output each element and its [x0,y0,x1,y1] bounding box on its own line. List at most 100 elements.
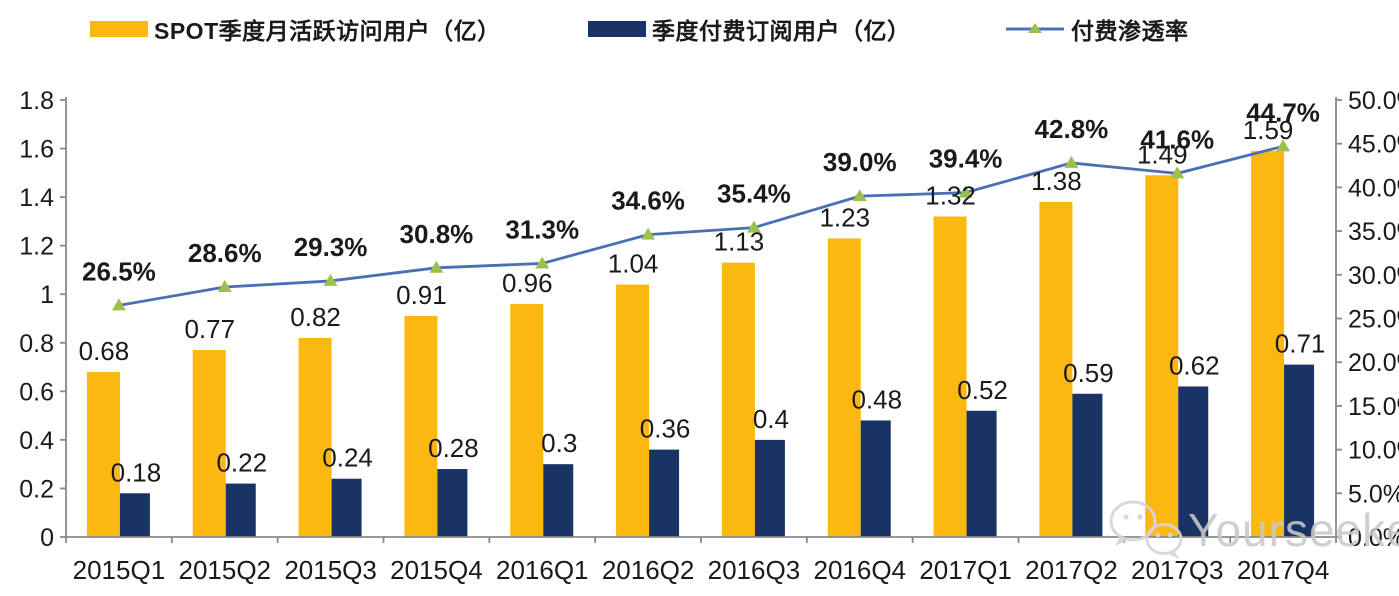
bar-value-label: 0.3 [541,428,577,458]
bar-value-label: 0.68 [79,336,130,366]
bar-mau-2017Q2 [1039,201,1073,537]
bar-value-label: 0.77 [184,314,235,344]
x-axis-category-label: 2017Q2 [1025,555,1118,585]
chart-legend: SPOT季度月活跃访问用户（亿） 季度付费订阅用户（亿） 付费渗透率 [0,0,1399,56]
x-axis-category-label: 2016Q2 [602,555,695,585]
bar-subscribers-2015Q4 [437,469,468,537]
legend-item-subscribers: 季度付费订阅用户（亿） [588,14,911,44]
right-axis-tick-label: 25.0% [1348,306,1399,334]
bar-mau-2015Q4 [404,316,438,537]
bar-value-label: 0.96 [502,268,553,298]
line-marker-icon [852,189,867,202]
right-axis-tick-label: 30.0% [1348,262,1399,290]
bar-mau-2015Q1 [86,371,120,537]
line-marker-swatch-icon [1006,23,1064,33]
line-marker-icon [429,260,444,273]
bar-value-label: 1.38 [1031,166,1082,196]
x-axis-category-label: 2016Q1 [496,555,589,585]
x-axis-category-label: 2017Q1 [919,555,1012,585]
bar-mau-2015Q3 [298,337,332,537]
bar-value-label: 0.18 [111,457,162,487]
bar-value-label: 0.28 [428,433,479,463]
bar-value-label: 0.82 [290,302,341,332]
line-point-label: 28.6% [188,238,262,268]
legend-label-subscribers: 季度付费订阅用户（亿） [652,18,911,44]
bar-subscribers-2017Q3 [1178,386,1209,537]
bar-subscribers-2015Q3 [331,478,362,537]
right-axis-tick-label: 35.0% [1348,218,1399,246]
line-point-label: 44.7% [1246,97,1320,127]
bar-mau-2017Q1 [933,216,967,538]
bar-subscribers-2016Q2 [649,449,680,537]
right-axis-tick-label: 10.0% [1348,437,1399,465]
bar-value-label: 1.13 [714,227,765,257]
left-axis-tick-label: 1.4 [19,184,54,212]
right-axis-tick-label: 0.0% [1348,524,1399,552]
bar-subscribers-2016Q4 [860,420,891,537]
bar-subscribers-2017Q2 [1072,393,1103,537]
line-marker-icon [217,280,232,293]
line-marker-icon [111,298,126,311]
bar-mau-2016Q2 [616,284,650,537]
bar-value-label: 1.23 [819,202,870,232]
line-marker-icon [535,256,550,269]
bar-value-label: 0.62 [1169,350,1220,380]
bar-subscribers-2017Q1 [966,410,997,537]
bar-subscribers-2016Q3 [754,439,785,537]
line-point-label: 30.8% [400,219,474,249]
legend-item-mau: SPOT季度月活跃访问用户（亿） [90,14,501,44]
bar-mau-2016Q3 [721,262,755,537]
bar-value-label: 1.32 [925,181,976,211]
bar-value-label: 0.24 [322,443,373,473]
x-axis-category-label: 2016Q4 [813,555,906,585]
left-axis-tick-label: 0.6 [19,378,54,406]
bar-mau-2015Q2 [192,350,226,537]
line-marker-icon [1064,155,1079,168]
bar-value-label: 0.91 [396,280,447,310]
bar-value-label: 0.71 [1275,329,1326,359]
line-point-label: 41.6% [1140,124,1214,154]
right-axis-tick-label: 45.0% [1348,131,1399,159]
x-axis-category-label: 2016Q3 [708,555,801,585]
bar-subscribers-2016Q1 [543,464,574,537]
left-axis-tick-label: 0.2 [19,475,54,503]
line-marker-icon [958,185,973,198]
line-marker-icon [641,227,656,240]
bar-mau-2017Q4 [1251,150,1285,537]
bar-value-label: 0.52 [957,375,1008,405]
bar-value-label: 0.48 [851,384,902,414]
left-axis-tick-label: 0.4 [19,427,54,455]
right-axis-tick-label: 15.0% [1348,393,1399,421]
bar-mau-2017Q3 [1145,175,1179,537]
right-axis-tick-label: 5.0% [1348,480,1399,508]
right-axis-tick-label: 40.0% [1348,174,1399,202]
x-axis-category-label: 2015Q4 [390,555,483,585]
bar-value-label: 0.59 [1063,358,1114,388]
line-marker-icon [1276,139,1291,152]
bar-mau-2016Q1 [510,303,544,537]
left-axis-tick-label: 1.6 [19,136,54,164]
bar-value-label: 1.04 [608,249,659,279]
line-point-label: 39.4% [929,144,1003,174]
x-axis-category-label: 2017Q4 [1237,555,1330,585]
x-axis-category-label: 2015Q2 [178,555,271,585]
left-axis-tick-label: 1.8 [19,87,54,115]
subscribers-series-swatch-icon [588,21,646,37]
line-point-label: 31.3% [505,214,579,244]
line-point-label: 29.3% [294,232,368,262]
bar-value-label: 1.49 [1137,139,1188,169]
line-point-label: 26.5% [82,256,156,286]
left-axis-tick-label: 0.8 [19,330,54,358]
legend-label-penetration: 付费渗透率 [1071,18,1189,44]
penetration-line [118,144,1284,307]
bar-value-label: 0.22 [216,448,267,478]
bar-subscribers-2015Q2 [225,483,256,537]
left-axis-tick-label: 1.2 [19,233,54,261]
bar-value-label: 0.4 [753,404,789,434]
bar-subscribers-2015Q1 [119,493,150,537]
x-axis-category-label: 2015Q1 [73,555,166,585]
line-point-label: 34.6% [611,186,685,216]
line-marker-icon [323,273,338,286]
